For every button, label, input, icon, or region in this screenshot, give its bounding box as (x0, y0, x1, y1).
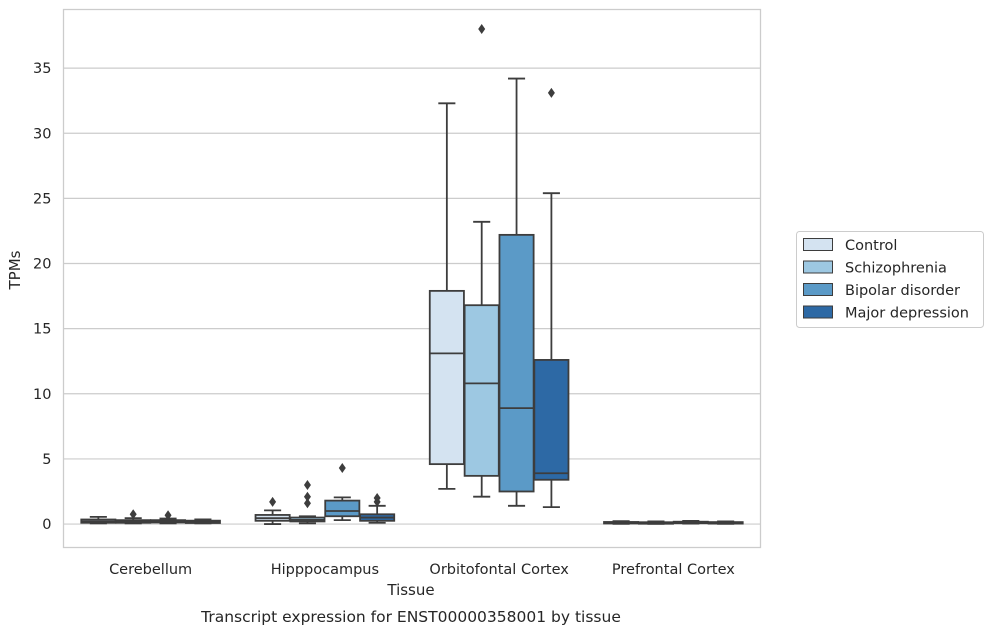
box-iqr (324, 499, 361, 518)
plot-area-frame (62, 8, 762, 549)
y-tick-label: 20 (33, 257, 51, 273)
y-axis-ticks: 0 5 10 15 20 25 30 35 (33, 61, 51, 533)
box-bipolar-disorder (498, 77, 535, 507)
outlier-point (303, 498, 311, 509)
legend: Control Schizophrenia Bipolar disorder Majo… (796, 231, 984, 328)
chart-caption: Transcript expression for ENST0000035800… (200, 608, 621, 626)
box-iqr (463, 304, 500, 477)
outlier-point (373, 492, 381, 503)
x-axis-label: Tissue (386, 581, 434, 599)
legend-label: Control (845, 238, 897, 254)
box-schizophrenia (463, 24, 500, 498)
legend-label: Bipolar disorder (845, 283, 960, 299)
box-bipolar-disorder (324, 463, 361, 522)
outlier-point (303, 479, 311, 490)
outlier-point (129, 509, 137, 520)
outlier-point (478, 24, 486, 35)
y-tick-label: 25 (33, 191, 51, 207)
x-tick-label: Prefrontal Cortex (612, 562, 735, 578)
box-major-depression (359, 492, 396, 524)
box-control (254, 496, 291, 525)
box-bipolar-disorder (672, 520, 709, 525)
legend-label: Major depression (845, 306, 969, 322)
x-tick-label: Hipppocampus (271, 562, 379, 578)
legend-frame (796, 231, 984, 328)
outlier-point (269, 496, 277, 507)
box-series (80, 24, 744, 525)
box-major-depression (533, 87, 570, 509)
box-iqr (428, 289, 465, 466)
y-tick-label: 0 (42, 517, 51, 533)
y-tick-label: 15 (33, 322, 51, 338)
y-tick-label: 30 (33, 126, 51, 142)
y-tick-label: 35 (33, 61, 51, 77)
box-iqr (533, 359, 570, 481)
legend-swatch (803, 238, 833, 251)
box-major-depression (184, 518, 221, 525)
legend-swatch (803, 260, 833, 274)
gridlines (63, 67, 761, 525)
outlier-point (164, 510, 172, 521)
outlier-point (338, 463, 346, 474)
outlier-point (303, 491, 311, 502)
box-schizophrenia (115, 509, 152, 525)
outlier-point (547, 87, 555, 98)
y-axis-label: TPMs (6, 250, 24, 290)
legend-swatch (803, 305, 833, 319)
box-bipolar-disorder (150, 510, 187, 525)
box-schizophrenia (637, 520, 674, 525)
legend-label: Schizophrenia (845, 261, 947, 277)
x-axis-ticks: Cerebellum Hipppocampus Orbitofontal Corte… (109, 562, 735, 578)
box-major-depression (707, 520, 744, 525)
x-tick-label: Orbitofontal Cortex (429, 562, 569, 578)
x-tick-label: Cerebellum (109, 562, 192, 578)
legend-swatch (803, 283, 833, 296)
y-tick-label: 10 (33, 387, 51, 403)
box-schizophrenia (289, 479, 326, 525)
box-control (603, 520, 640, 525)
box-iqr (498, 233, 535, 493)
y-tick-label: 5 (42, 452, 51, 468)
